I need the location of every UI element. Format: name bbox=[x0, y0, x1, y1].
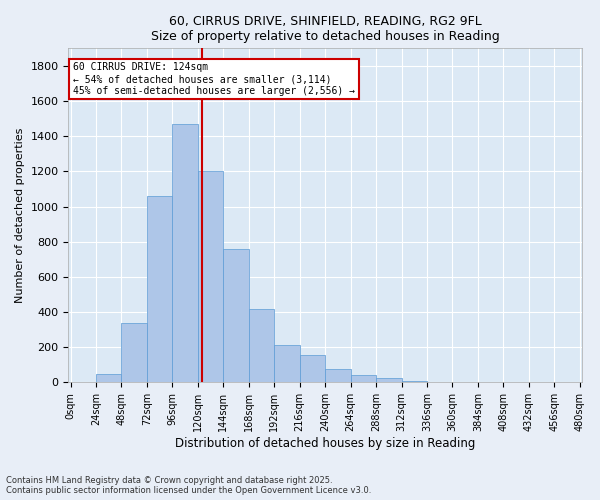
X-axis label: Distribution of detached houses by size in Reading: Distribution of detached houses by size … bbox=[175, 437, 475, 450]
Bar bbox=[172, 124, 198, 382]
Bar bbox=[121, 322, 147, 382]
Text: Contains HM Land Registry data © Crown copyright and database right 2025.
Contai: Contains HM Land Registry data © Crown c… bbox=[6, 476, 371, 495]
Bar bbox=[325, 370, 350, 382]
Text: 60 CIRRUS DRIVE: 124sqm
← 54% of detached houses are smaller (3,114)
45% of semi: 60 CIRRUS DRIVE: 124sqm ← 54% of detache… bbox=[73, 62, 355, 96]
Title: 60, CIRRUS DRIVE, SHINFIELD, READING, RG2 9FL
Size of property relative to detac: 60, CIRRUS DRIVE, SHINFIELD, READING, RG… bbox=[151, 15, 500, 43]
Bar bbox=[376, 378, 401, 382]
Y-axis label: Number of detached properties: Number of detached properties bbox=[15, 128, 25, 303]
Bar bbox=[223, 249, 249, 382]
Bar bbox=[96, 374, 121, 382]
Bar bbox=[299, 355, 325, 382]
Bar bbox=[350, 374, 376, 382]
Bar bbox=[147, 196, 172, 382]
Bar bbox=[249, 308, 274, 382]
Bar bbox=[274, 344, 299, 383]
Bar bbox=[198, 172, 223, 382]
Bar bbox=[401, 380, 427, 382]
